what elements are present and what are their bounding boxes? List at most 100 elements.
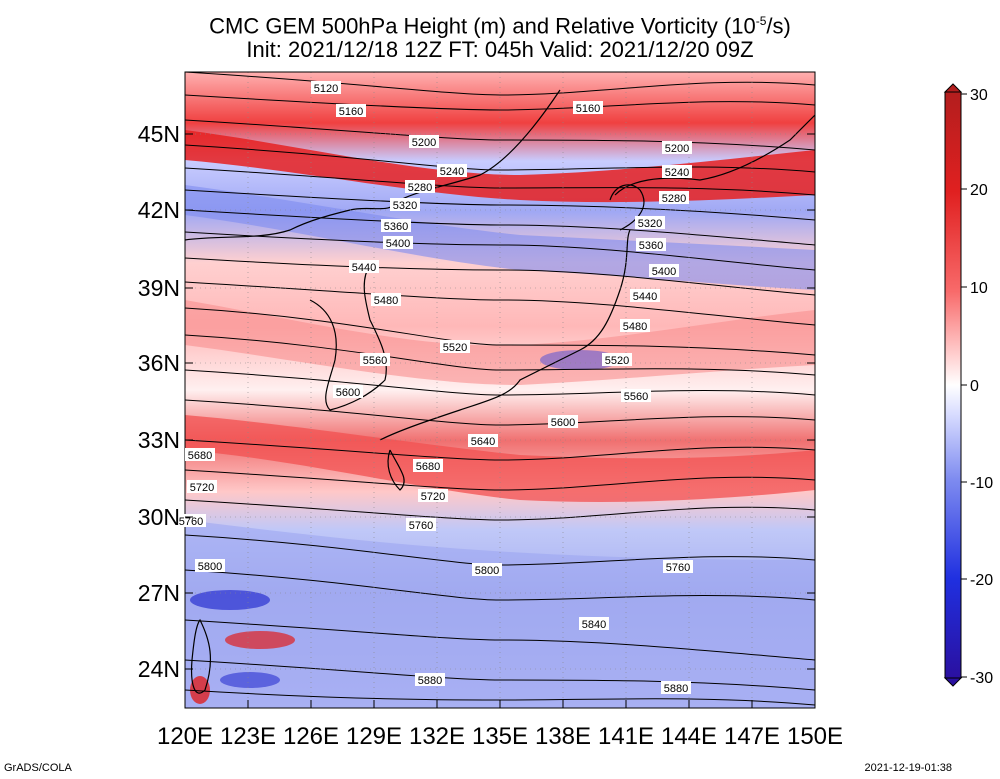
- contour-label: 5680: [416, 461, 440, 473]
- contour-label-bg: [649, 264, 679, 277]
- x-tick-label: 141E: [598, 723, 654, 750]
- contour-label-bg: [185, 448, 215, 461]
- contour-label: 5400: [652, 266, 676, 278]
- contour-label-bg: [383, 236, 413, 249]
- x-tick-label: 150E: [787, 723, 843, 750]
- colorbar-label: 10: [970, 280, 988, 297]
- contour-label-bg: [579, 617, 609, 630]
- y-tick-label: 30N: [138, 504, 180, 530]
- y-tick-label: 36N: [138, 350, 180, 376]
- graticule: [185, 72, 815, 708]
- contour-label: 5320: [393, 200, 417, 212]
- height-contour: [185, 399, 815, 426]
- height-contour: [185, 307, 815, 356]
- colorbar-label: 30: [970, 87, 988, 104]
- colorbar-bottom-arrow: [943, 677, 963, 687]
- contour-label: 5680: [188, 450, 212, 462]
- colorbar-label: -20: [970, 572, 993, 589]
- contour-label: 5160: [576, 103, 600, 115]
- height-contour: [185, 499, 815, 521]
- contour-label: 5800: [475, 565, 499, 577]
- height-contour: [185, 189, 815, 221]
- colorbar-label: 20: [970, 182, 988, 199]
- contour-label-bg: [437, 164, 467, 177]
- y-tick-label: 24N: [138, 656, 180, 682]
- contour-label: 5480: [623, 321, 647, 333]
- contour-label-bg: [349, 260, 379, 273]
- height-contour: [185, 619, 815, 661]
- contour-label: 5360: [384, 221, 408, 233]
- contour-label: 5520: [605, 355, 629, 367]
- contour-label: 5480: [374, 295, 398, 307]
- colorbar-label: -10: [970, 475, 993, 492]
- contour-label-bg: [413, 459, 443, 472]
- contour-label: 5360: [639, 240, 663, 252]
- y-tick-label: 27N: [138, 580, 180, 606]
- contour-label: 5600: [336, 387, 360, 399]
- colorbar-label: 0: [970, 378, 979, 395]
- contour-label-bg: [472, 563, 502, 576]
- contour-label-bg: [187, 480, 217, 493]
- contour-label: 5800: [198, 561, 222, 573]
- contour-label-bg: [548, 415, 578, 428]
- contour-label: 5760: [179, 516, 203, 528]
- contour-label-bg: [311, 81, 341, 94]
- contour-label: 5640: [471, 436, 495, 448]
- height-contour: [185, 469, 815, 491]
- contour-label: 5760: [409, 520, 433, 532]
- map-title: CMC GEM 500hPa Height (m) and Relative V…: [209, 13, 791, 39]
- contour-label-bg: [661, 681, 691, 694]
- height-contour: [185, 119, 815, 151]
- contour-label: 5880: [664, 683, 688, 695]
- contour-label: 5240: [665, 167, 689, 179]
- contour-label: 5520: [443, 342, 467, 354]
- contour-label: 5200: [665, 143, 689, 155]
- contour-label-bg: [602, 353, 632, 366]
- height-contour: [185, 659, 815, 691]
- contour-label: 5240: [440, 166, 464, 178]
- contour-label: 5840: [582, 619, 606, 631]
- y-tick-label: 39N: [138, 275, 180, 301]
- contour-label-bg: [336, 104, 366, 117]
- contour-label-bg: [620, 319, 650, 332]
- height-contour: [185, 569, 815, 601]
- height-contour: [185, 231, 815, 271]
- contour-label-bg: [663, 560, 693, 573]
- contour-label-bg: [381, 219, 411, 232]
- contour-label-bg: [409, 135, 439, 148]
- contour-label: 5440: [633, 291, 657, 303]
- contour-label: 5560: [624, 391, 648, 403]
- contour-label: 5400: [386, 238, 410, 250]
- colorbar-bar: [944, 91, 962, 679]
- coastlines: [185, 89, 815, 694]
- contour-label: 5720: [190, 482, 214, 494]
- contour-label-bg: [176, 514, 206, 527]
- contour-label: 5720: [421, 491, 445, 503]
- contour-label: 5440: [352, 262, 376, 274]
- contour-label-bg: [468, 434, 498, 447]
- colorbar: 30 20 10 0 -10 -20 -30: [943, 83, 993, 687]
- x-tick-label: 138E: [535, 723, 591, 750]
- colorbar-label: -30: [970, 670, 993, 687]
- contour-label-bg: [405, 180, 435, 193]
- contour-label-bg: [662, 141, 692, 154]
- contour-label-bg: [415, 673, 445, 686]
- contour-label: 5200: [412, 137, 436, 149]
- height-contour: [185, 281, 815, 326]
- contour-label-bg: [195, 559, 225, 572]
- contour-label-bg: [360, 353, 390, 366]
- contour-label: 5760: [666, 562, 690, 574]
- map-subtitle: Init: 2021/12/18 12Z FT: 045h Valid: 202…: [246, 37, 754, 62]
- y-tick-label: 42N: [138, 197, 180, 223]
- contour-label: 5600: [551, 417, 575, 429]
- contour-label-bg: [621, 389, 651, 402]
- height-contour: [185, 369, 815, 396]
- colorbar-top-arrow: [943, 83, 963, 93]
- x-axis: 120E 123E 126E 129E 132E 135E 138E 141E 144E 147E…: [157, 700, 843, 750]
- height-contour: [185, 334, 815, 376]
- contour-label-bg: [371, 293, 401, 306]
- x-tick-label: 132E: [409, 723, 465, 750]
- footer-software-credit: GrADS/COLA: [4, 762, 72, 774]
- contour-label: 5560: [363, 355, 387, 367]
- x-tick-label: 135E: [472, 723, 528, 750]
